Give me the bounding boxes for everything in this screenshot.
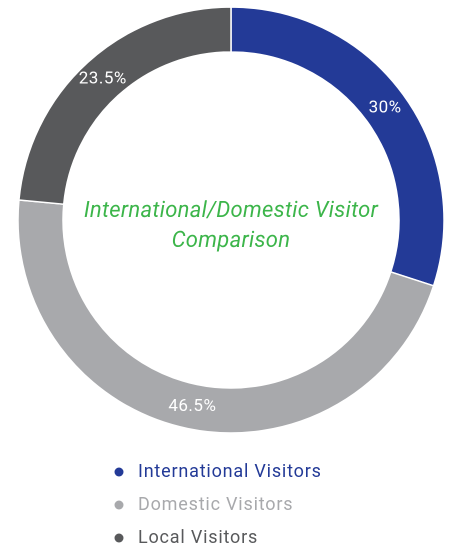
legend-label: International Visitors [138,461,322,482]
donut-slice [17,199,435,434]
legend-marker [114,533,124,543]
legend-label: Domestic Visitors [138,494,293,515]
value-label: 23.5% [79,69,127,89]
legend-marker [114,500,124,510]
value-label: 30% [369,98,402,118]
donut-slice [18,6,232,206]
chart-title: International/Domestic Visitor Compariso… [83,198,379,253]
value-label: 46.5% [168,396,216,416]
legend-label: Local Visitors [138,527,258,548]
legend-marker [114,467,124,477]
